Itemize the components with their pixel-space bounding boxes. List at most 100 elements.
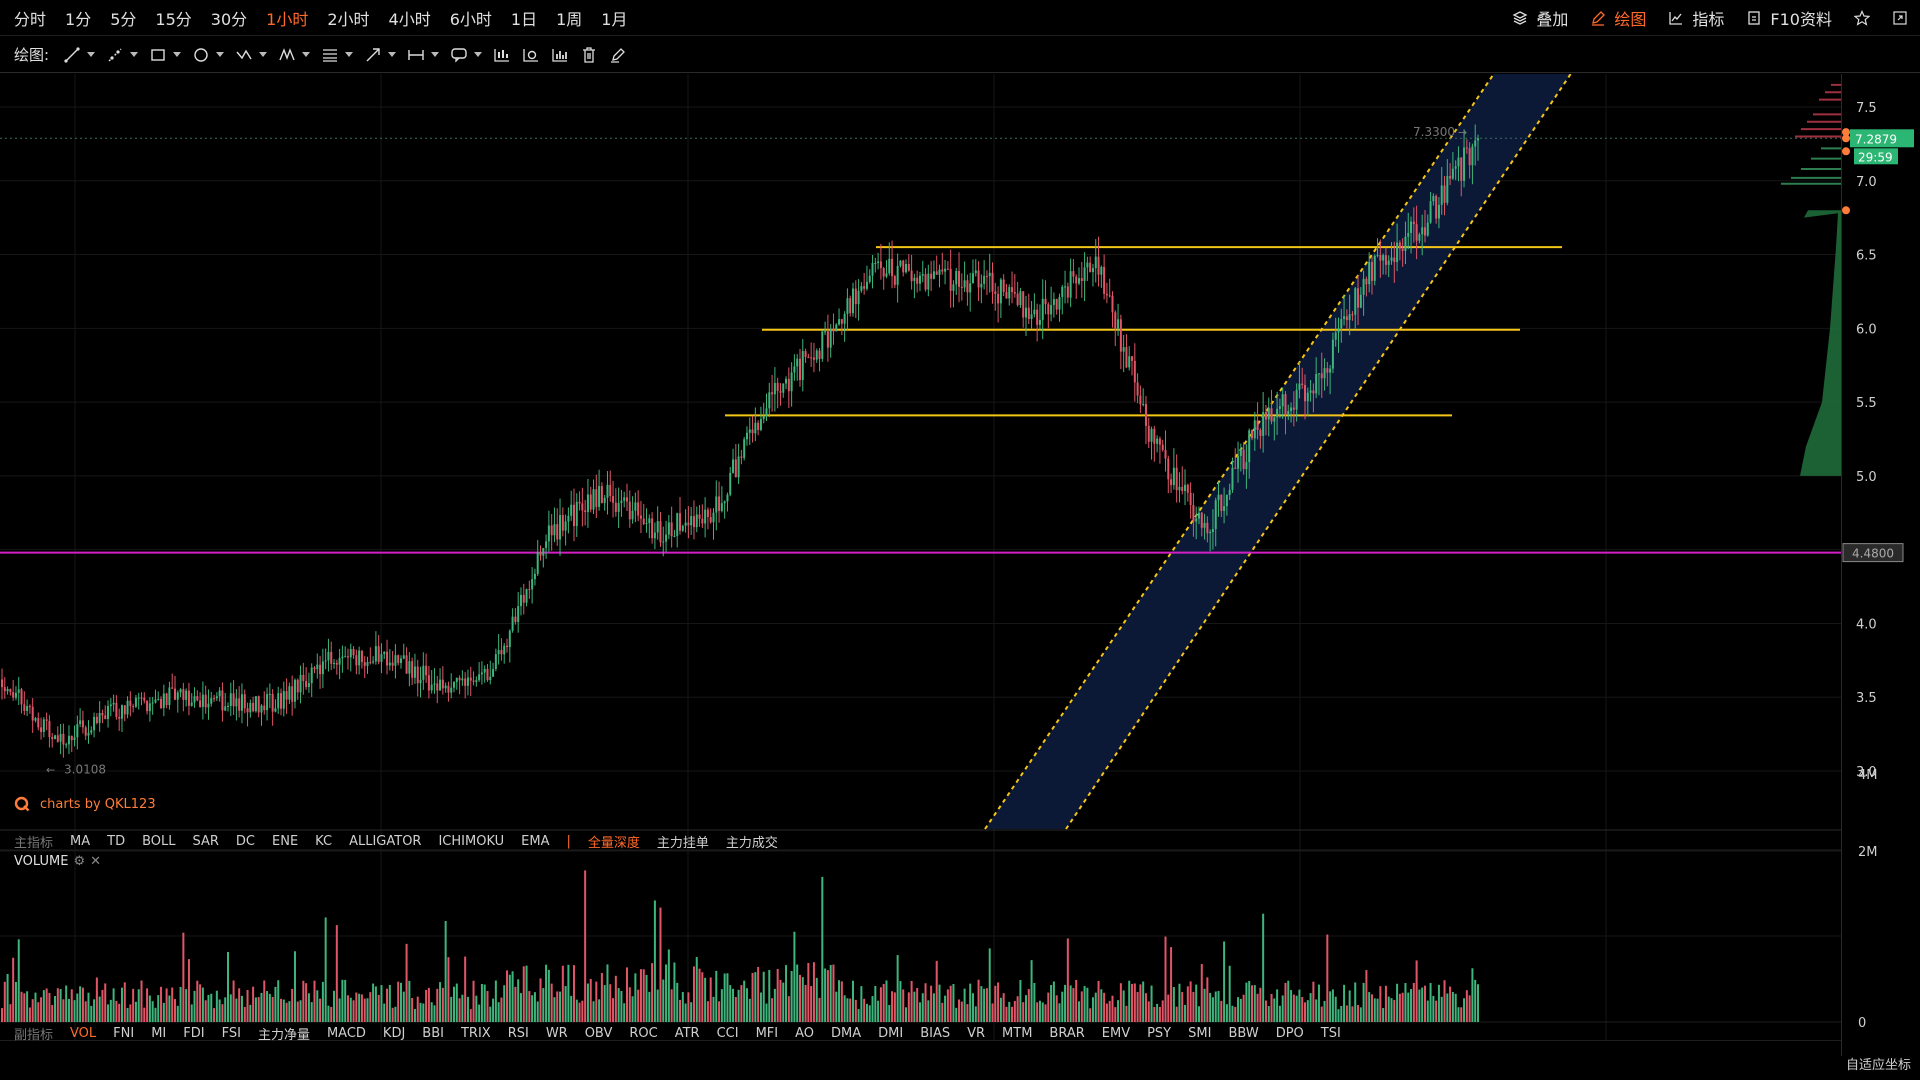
- f10-button[interactable]: F10资料: [1746, 6, 1832, 30]
- trend-line-tool[interactable]: [63, 43, 96, 67]
- horizontal-levels[interactable]: [0, 137, 1841, 554]
- sub-indicator-tab-主力净量[interactable]: 主力净量: [257, 1027, 310, 1043]
- sub-indicator-tab-fni[interactable]: FNI: [113, 1025, 135, 1041]
- main-indicator-tab-ene[interactable]: ENE: [272, 833, 299, 849]
- sub-indicator-tab-vol[interactable]: VOL: [70, 1025, 97, 1041]
- chevron-down-icon[interactable]: [87, 52, 96, 57]
- sub-indicator-tab-tsi[interactable]: TSI: [1320, 1025, 1341, 1041]
- interval-7[interactable]: 4小时: [388, 9, 431, 29]
- volume-bar: [1069, 985, 1072, 1022]
- sub-indicator-tab-mi[interactable]: MI: [151, 1025, 167, 1041]
- chevron-down-icon[interactable]: [302, 52, 311, 57]
- pattern-line-tool[interactable]: [235, 43, 268, 67]
- sub-indicator-tab-macd[interactable]: MACD: [326, 1025, 366, 1041]
- main-indicator-tab-alligator[interactable]: ALLIGATOR: [349, 833, 422, 849]
- ascending-channel[interactable]: [984, 74, 1572, 830]
- sub-indicator-tab-rsi[interactable]: RSI: [507, 1025, 529, 1041]
- freehand-tool[interactable]: [609, 43, 627, 67]
- delete-drawings-button[interactable]: [580, 43, 598, 67]
- sub-indicator-tab-bias[interactable]: BIAS: [920, 1025, 951, 1041]
- sub-indicator-tab-psy[interactable]: PSY: [1147, 1025, 1172, 1041]
- main-indicator-depth-tab-1[interactable]: 主力挂单: [656, 835, 709, 851]
- fullscreen-button[interactable]: [1892, 10, 1908, 26]
- main-indicator-tab-dc[interactable]: DC: [235, 833, 256, 849]
- sub-indicator-tab-mfi[interactable]: MFI: [755, 1025, 779, 1041]
- main-indicator-tab-td[interactable]: TD: [107, 833, 126, 849]
- interval-0[interactable]: 分时: [14, 9, 47, 29]
- sub-indicator-tab-dpo[interactable]: DPO: [1275, 1025, 1304, 1041]
- interval-6[interactable]: 2小时: [327, 9, 370, 29]
- chevron-down-icon[interactable]: [216, 52, 225, 57]
- interval-3[interactable]: 15分: [155, 9, 192, 29]
- ellipse-tool[interactable]: [192, 43, 225, 67]
- histogram-tool[interactable]: [551, 43, 569, 67]
- candle-body: [575, 501, 578, 527]
- projection-tool[interactable]: [522, 43, 540, 67]
- sub-indicator-tab-smi[interactable]: SMI: [1188, 1025, 1212, 1041]
- interval-5[interactable]: 1小时: [266, 9, 309, 29]
- candle-body: [1290, 407, 1293, 412]
- main-indicator-depth-tab-0[interactable]: 全量深度: [587, 835, 640, 851]
- draw-button[interactable]: 绘图: [1590, 6, 1646, 30]
- main-indicator-tab-sar[interactable]: SAR: [192, 833, 219, 849]
- chevron-down-icon[interactable]: [259, 52, 268, 57]
- chevron-down-icon[interactable]: [173, 52, 182, 57]
- sub-indicator-tab-roc[interactable]: ROC: [629, 1025, 658, 1041]
- sub-indicator-tab-wr[interactable]: WR: [545, 1025, 568, 1041]
- main-indicator-tab-ema[interactable]: EMA: [521, 833, 550, 849]
- sub-indicator-tab-fdi[interactable]: FDI: [183, 1025, 205, 1041]
- sub-indicator-tab-trix[interactable]: TRIX: [460, 1025, 491, 1041]
- candle-body: [1359, 294, 1362, 308]
- volume-bar: [497, 1002, 500, 1022]
- interval-11[interactable]: 1月: [601, 9, 628, 29]
- main-indicator-tab-kc[interactable]: KC: [315, 833, 333, 849]
- chevron-down-icon[interactable]: [431, 52, 440, 57]
- price-chart[interactable]: 7.5 7.0 6.5 6.0 5.5 5.0 4.0 3.5 3.0 7.2879 29:59 4.…: [0, 74, 1920, 1056]
- interval-10[interactable]: 1周: [556, 9, 583, 29]
- sub-indicator-tab-emv[interactable]: EMV: [1101, 1025, 1131, 1041]
- sub-indicator-tab-bbi[interactable]: BBI: [422, 1025, 444, 1041]
- main-indicator-tab-ichimoku[interactable]: ICHIMOKU: [438, 833, 505, 849]
- sub-indicator-tab-cci[interactable]: CCI: [716, 1025, 739, 1041]
- candle-body: [1239, 449, 1242, 456]
- sub-indicator-tab-dmi[interactable]: DMI: [878, 1025, 904, 1041]
- favorite-button[interactable]: [1854, 10, 1870, 26]
- ray-tool[interactable]: [106, 43, 139, 67]
- sub-indicator-tab-dma[interactable]: DMA: [831, 1025, 862, 1041]
- rectangle-tool[interactable]: [149, 43, 182, 67]
- sub-indicator-tab-vr[interactable]: VR: [967, 1025, 986, 1041]
- main-indicator-tab-boll[interactable]: BOLL: [142, 833, 176, 849]
- candle-body: [179, 689, 182, 693]
- chevron-down-icon[interactable]: [130, 52, 139, 57]
- sub-indicator-tab-atr[interactable]: ATR: [674, 1025, 700, 1041]
- sub-indicator-tab-mtm[interactable]: MTM: [1002, 1025, 1033, 1041]
- arrow-tool[interactable]: [364, 43, 397, 67]
- sub-indicator-tab-kdj[interactable]: KDJ: [382, 1025, 406, 1041]
- interval-8[interactable]: 6小时: [449, 9, 492, 29]
- chevron-down-icon[interactable]: [345, 52, 354, 57]
- overlay-button[interactable]: 叠加: [1512, 6, 1568, 30]
- fib-retracement-tool[interactable]: [321, 43, 354, 67]
- callout-tool[interactable]: [450, 43, 483, 67]
- harmonic-pattern-tool[interactable]: [278, 43, 311, 67]
- volume-bar: [545, 964, 548, 1022]
- close-icon[interactable]: ✕: [90, 854, 101, 869]
- bars-pattern-tool[interactable]: [493, 43, 511, 67]
- main-indicator-tab-ma[interactable]: MA: [70, 833, 91, 849]
- interval-2[interactable]: 5分: [110, 9, 137, 29]
- measure-tool[interactable]: [407, 43, 440, 67]
- sub-indicator-tab-fsi[interactable]: FSI: [221, 1025, 241, 1041]
- gear-icon[interactable]: ⚙: [73, 854, 86, 869]
- main-indicator-depth-tab-2[interactable]: 主力成交: [725, 835, 778, 851]
- interval-1[interactable]: 1分: [65, 9, 92, 29]
- chevron-down-icon[interactable]: [474, 52, 483, 57]
- sub-indicator-tab-obv[interactable]: OBV: [584, 1025, 613, 1041]
- sub-indicator-tab-bbw[interactable]: BBW: [1228, 1025, 1259, 1041]
- sub-indicator-tab-ao[interactable]: AO: [795, 1025, 814, 1041]
- chevron-down-icon[interactable]: [388, 52, 397, 57]
- indicators-button[interactable]: 指标: [1668, 6, 1724, 30]
- sub-indicator-tab-brar[interactable]: BRAR: [1049, 1025, 1085, 1041]
- interval-9[interactable]: 1日: [510, 9, 538, 29]
- interval-4[interactable]: 30分: [210, 9, 248, 29]
- auto-scale-button[interactable]: 自适应坐标: [1846, 1058, 1912, 1073]
